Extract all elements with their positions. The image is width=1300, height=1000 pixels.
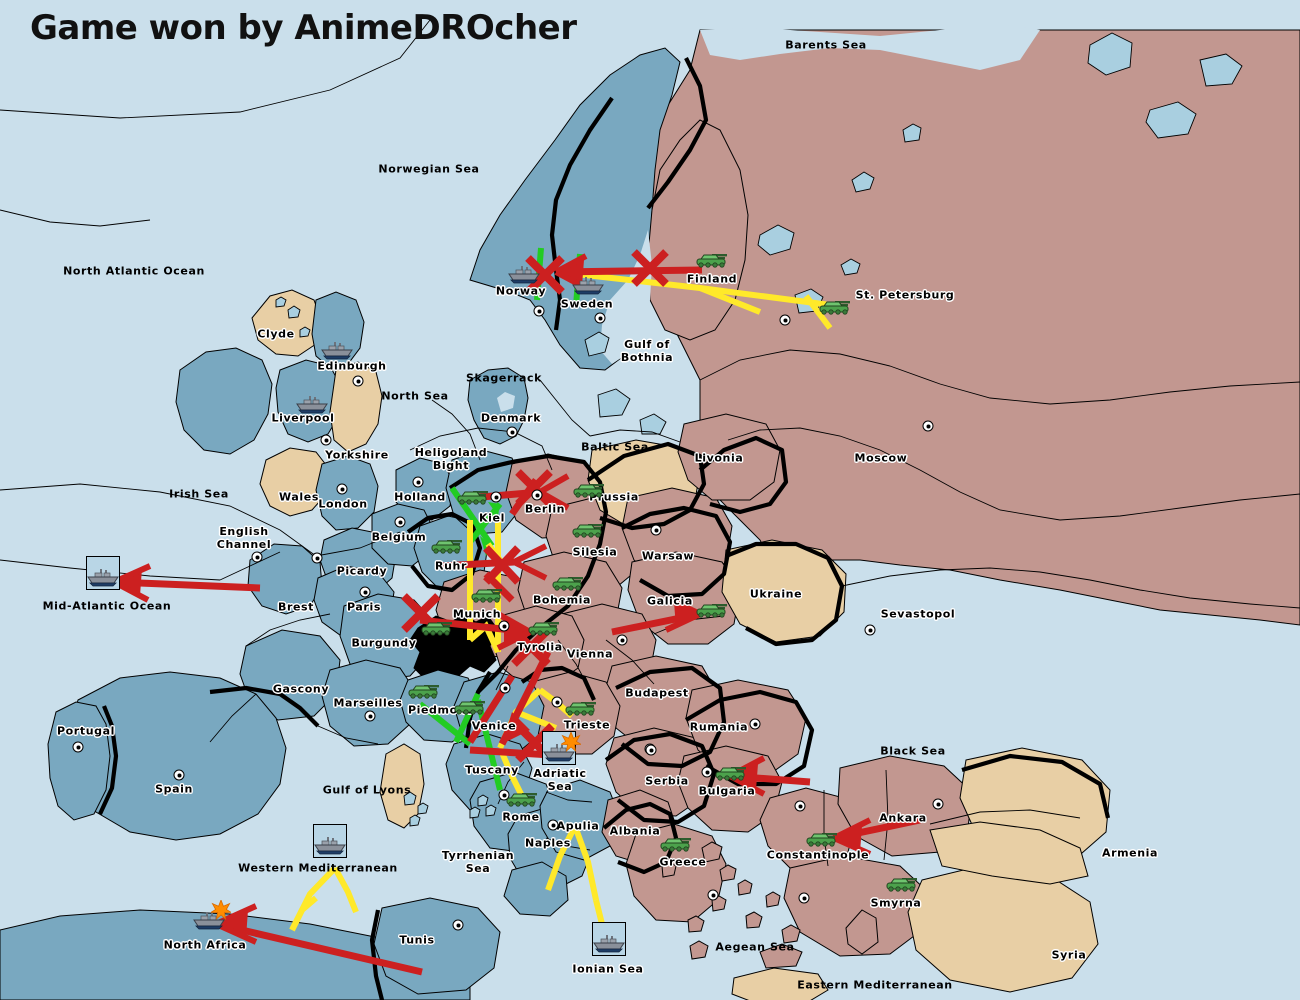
army-unit-icon[interactable] <box>695 600 729 620</box>
fleet-unit-icon[interactable] <box>313 835 347 855</box>
supply-center-dot <box>452 919 464 931</box>
fleet-unit-icon[interactable] <box>295 394 329 414</box>
fleet-unit-icon[interactable] <box>571 275 605 295</box>
page-title: Game won by AnimeDROcher <box>30 8 577 48</box>
army-unit-icon[interactable] <box>714 763 748 783</box>
fleet-unit-icon[interactable] <box>592 933 626 953</box>
army-unit-icon[interactable] <box>420 618 454 638</box>
supply-center-dot <box>645 744 657 756</box>
fleet-unit-icon[interactable] <box>320 340 354 360</box>
army-unit-icon[interactable] <box>407 681 441 701</box>
army-unit-icon[interactable] <box>571 520 605 540</box>
supply-center-dot <box>498 620 510 632</box>
supply-center-dot <box>701 766 713 778</box>
supply-center-dot <box>650 524 662 536</box>
supply-center-dot <box>794 800 806 812</box>
supply-center-dot <box>251 551 263 563</box>
fleet-unit-icon[interactable] <box>507 264 541 284</box>
fleet-unit-icon[interactable] <box>86 567 120 587</box>
army-unit-icon[interactable] <box>551 573 585 593</box>
supply-center-dot <box>311 552 323 564</box>
supply-center-dot <box>352 375 364 387</box>
supply-center-dot <box>864 624 876 636</box>
supply-center-dot <box>749 718 761 730</box>
supply-center-dot <box>499 682 511 694</box>
army-unit-icon[interactable] <box>885 874 919 894</box>
army-unit-icon[interactable] <box>456 487 490 507</box>
army-unit-icon[interactable] <box>527 618 561 638</box>
supply-center-dot <box>359 586 371 598</box>
fleet-unit-icon[interactable] <box>542 742 576 762</box>
supply-center-dot <box>616 634 628 646</box>
supply-center-dot <box>533 305 545 317</box>
supply-center-dot <box>72 741 84 753</box>
supply-center-dot <box>364 710 376 722</box>
army-unit-icon[interactable] <box>430 536 464 556</box>
supply-center-dot <box>394 516 406 528</box>
army-unit-icon[interactable] <box>695 250 729 270</box>
supply-center-dot <box>594 312 606 324</box>
army-unit-icon[interactable] <box>470 585 504 605</box>
supply-center-dot <box>531 489 543 501</box>
army-unit-icon[interactable] <box>453 697 487 717</box>
supply-center-dot <box>320 434 332 446</box>
supply-center-dot <box>551 696 563 708</box>
supply-center-dot <box>506 426 518 438</box>
army-unit-icon[interactable] <box>818 297 852 317</box>
supply-center-dot <box>336 483 348 495</box>
supply-center-dot <box>490 491 502 503</box>
supply-center-dot <box>779 314 791 326</box>
supply-center-dot <box>707 889 719 901</box>
supply-center-dot <box>498 789 510 801</box>
army-unit-icon[interactable] <box>659 834 693 854</box>
supply-center-dot <box>932 798 944 810</box>
army-unit-icon[interactable] <box>572 480 606 500</box>
supply-center-dot <box>173 769 185 781</box>
supply-center-dot <box>412 476 424 488</box>
fleet-unit-icon[interactable] <box>192 910 226 930</box>
army-unit-icon[interactable] <box>505 789 539 809</box>
supply-center-dot <box>798 892 810 904</box>
army-unit-icon[interactable] <box>564 698 598 718</box>
army-unit-icon[interactable] <box>805 829 839 849</box>
supply-center-dot <box>547 819 559 831</box>
supply-center-dot <box>922 420 934 432</box>
